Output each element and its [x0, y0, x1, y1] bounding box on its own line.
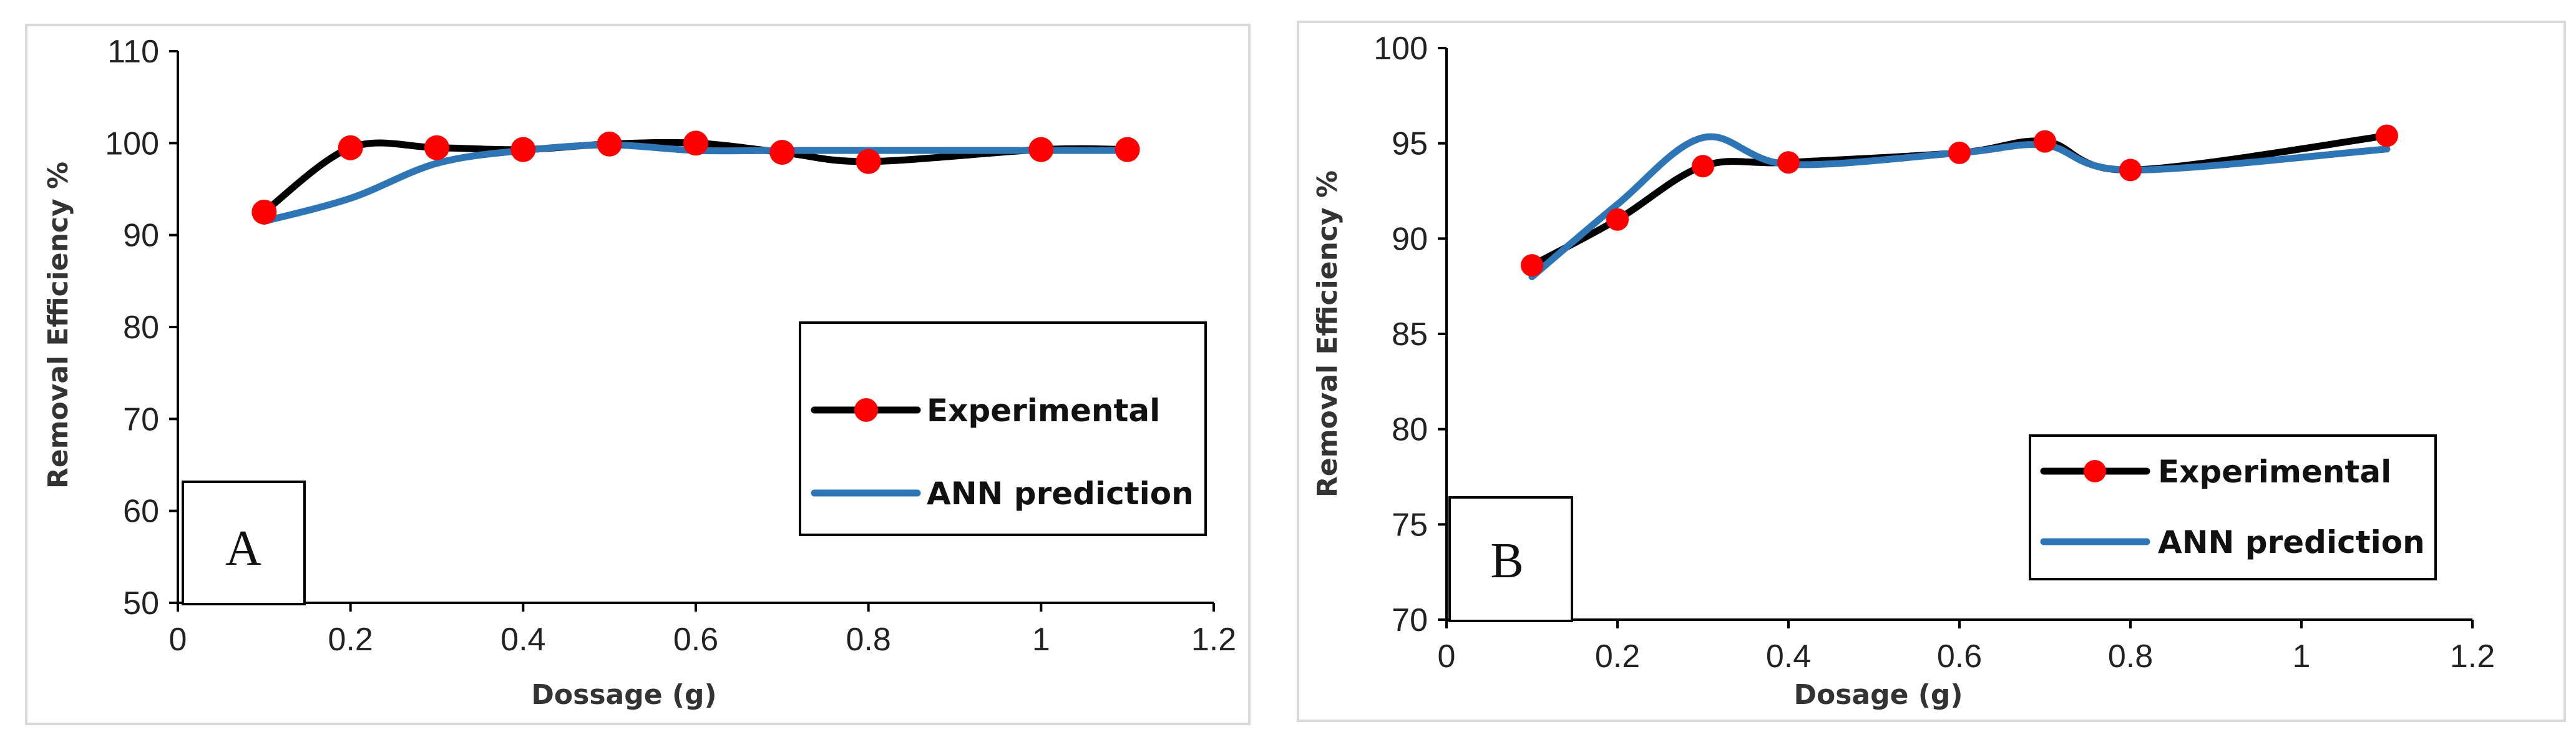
- panel-a-legend-box: [799, 321, 1207, 536]
- experimental-data-point: [510, 137, 536, 162]
- x-tick-label: 0.4: [1766, 638, 1811, 675]
- x-tick-label: 0: [169, 622, 187, 658]
- panel-a-legend-ann-prediction-label: ANN prediction: [927, 476, 1194, 512]
- y-tick-label: 60: [123, 494, 159, 530]
- panel-b-legend-experimental-label: Experimental: [2158, 454, 2391, 490]
- experimental-data-point: [424, 135, 449, 160]
- panel-b-x-axis-title: Dosage (g): [1793, 679, 1963, 711]
- y-tick-label: 90: [1392, 221, 1428, 257]
- x-tick-label: 0.4: [500, 622, 545, 658]
- panel-a-ann-prediction-line: [260, 141, 1131, 225]
- experimental-data-point: [1521, 254, 1543, 277]
- panel-b-ann-prediction-line: [1528, 133, 2391, 280]
- experimental-data-point: [338, 135, 363, 160]
- panel-a-legend: Experimental ANN prediction: [799, 321, 1207, 536]
- panel-a-y-axis-title: Removal Efficiency %: [42, 162, 74, 489]
- panel-a-x-axis-title: Dossage (g): [531, 679, 716, 711]
- panel-b-y-axis-title: Removal Efficiency %: [1312, 170, 1344, 497]
- x-tick-label: 0.6: [1937, 638, 1982, 675]
- experimental-data-point: [769, 140, 795, 165]
- x-tick-label: 1: [2293, 638, 2311, 675]
- experimental-data-point: [2119, 159, 2142, 182]
- x-tick-label: 0.8: [846, 622, 891, 658]
- panel-a-x-ticks: 0 0.2 0.4 0.6 0.8 1 1.2: [169, 603, 1236, 658]
- experimental-data-point: [856, 149, 881, 174]
- panel-b-label: B: [1490, 534, 1523, 588]
- y-tick-label: 75: [1392, 507, 1428, 543]
- y-tick-label: 100: [105, 125, 159, 162]
- y-tick-label: 70: [1392, 602, 1428, 638]
- y-tick-label: 50: [123, 585, 159, 622]
- panel-a-y-ticks: 50 60 70 80 90 100 110: [105, 34, 178, 622]
- panel-a-experimental-line: [260, 139, 1131, 216]
- experimental-data-point: [597, 131, 622, 157]
- panel-a-legend-experimental-label: Experimental: [927, 393, 1160, 429]
- panel-a-legend-experimental-marker: [854, 398, 878, 422]
- x-tick-label: 0.2: [1595, 638, 1640, 675]
- panel-b-legend-box: [2029, 434, 2437, 580]
- chart-panel-b: 70 75 80 85 90 95 100 0 0.2 0.4 0.6 0.8 1 1.2 Dosage…: [1297, 21, 2566, 722]
- experimental-data-point: [251, 199, 277, 225]
- panel-a-experimental-points: [251, 130, 1140, 225]
- y-tick-label: 85: [1392, 316, 1428, 353]
- experimental-data-point: [1115, 137, 1140, 162]
- x-tick-label: 0.6: [673, 622, 718, 658]
- experimental-data-point: [1028, 137, 1054, 162]
- panel-b-label-box: [1448, 496, 1573, 622]
- chart-panel-a: 50 60 70 80 90 100 110 0 0.2 0.4 0.6 0.8 1 1.2 Dossa…: [25, 24, 1251, 725]
- panel-b-experimental-points: [1521, 124, 2398, 277]
- x-tick-label: 0.8: [2108, 638, 2153, 675]
- panel-b-legend-experimental-marker: [2084, 460, 2106, 482]
- experimental-data-point: [1777, 151, 1800, 174]
- experimental-data-point: [1692, 155, 1714, 178]
- experimental-data-point: [2376, 124, 2398, 147]
- y-tick-label: 70: [123, 401, 159, 437]
- experimental-data-point: [2034, 130, 2056, 153]
- experimental-data-point: [683, 130, 708, 156]
- y-tick-label: 80: [123, 310, 159, 346]
- x-tick-label: 1: [1032, 622, 1050, 658]
- panel-b-x-ticks: 0 0.2 0.4 0.6 0.8 1 1.2: [1438, 620, 2495, 675]
- panel-b-y-ticks: 70 75 80 85 90 95 100: [1373, 31, 1447, 638]
- panel-a-label-box: [182, 481, 306, 605]
- x-tick-label: 1.2: [2450, 638, 2495, 675]
- panel-b-legend: Experimental ANN prediction: [2029, 434, 2437, 580]
- y-tick-label: 80: [1392, 412, 1428, 448]
- x-tick-label: 1.2: [1191, 622, 1236, 658]
- experimental-data-point: [1606, 208, 1629, 231]
- panel-b-legend-ann-prediction-label: ANN prediction: [2158, 524, 2425, 560]
- experimental-data-point: [1948, 141, 1971, 164]
- x-tick-label: 0.2: [328, 622, 373, 658]
- y-tick-label: 110: [107, 34, 159, 70]
- y-tick-label: 100: [1373, 31, 1428, 67]
- x-tick-label: 0: [1438, 638, 1456, 675]
- panel-a-label: A: [225, 521, 261, 576]
- y-tick-label: 95: [1392, 126, 1428, 162]
- y-tick-label: 90: [123, 218, 159, 254]
